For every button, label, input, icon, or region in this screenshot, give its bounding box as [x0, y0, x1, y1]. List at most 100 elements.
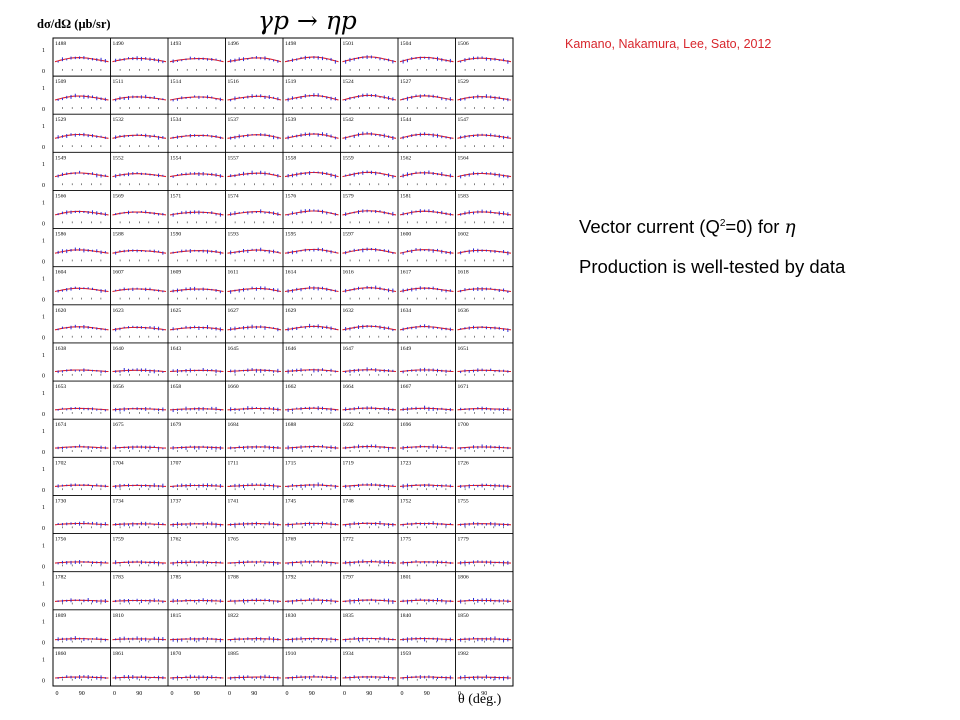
model-curve — [342, 369, 397, 373]
model-curve — [112, 134, 167, 139]
panel-energy-label: 1511 — [113, 79, 124, 85]
model-curve — [399, 172, 454, 178]
model-curve — [227, 523, 282, 526]
model-curve — [284, 369, 339, 373]
model-curve — [54, 369, 109, 373]
x-tick-label: 0 — [171, 691, 174, 697]
y-tick-label: 1 — [42, 543, 45, 549]
panel-energy-label: 1537 — [228, 117, 239, 123]
model-curve — [457, 172, 512, 178]
panel-energy-label: 1675 — [113, 422, 124, 428]
model-curve — [342, 676, 397, 679]
x-axis-title: θ (deg.) — [458, 692, 502, 707]
panel-energy-label: 1741 — [228, 498, 239, 504]
model-curve — [342, 210, 397, 216]
y-tick-label: 0 — [42, 145, 45, 151]
panel-energy-label: 1493 — [170, 41, 181, 47]
model-curve — [54, 249, 109, 254]
panel-energy-label: 1614 — [285, 270, 296, 276]
x-tick-label: 90 — [366, 691, 372, 697]
y-tick-label: 1 — [42, 86, 45, 92]
model-curve — [457, 446, 512, 449]
x-tick-label: 0 — [228, 691, 231, 697]
panel-energy-label: 1711 — [228, 460, 239, 466]
panel-energy-label: 1769 — [285, 537, 296, 543]
panel-energy-label: 1640 — [113, 346, 124, 352]
model-curve — [54, 599, 109, 602]
x-tick-label: 90 — [424, 691, 430, 697]
panel-energy-label: 1785 — [170, 575, 181, 581]
panel-energy-label: 1658 — [170, 384, 181, 390]
panel-energy-label: 1797 — [343, 575, 354, 581]
panel-energy-label: 1549 — [55, 155, 66, 161]
panel-energy-label: 1704 — [113, 460, 124, 466]
model-curve — [169, 288, 224, 293]
y-tick-label: 0 — [42, 107, 45, 113]
panel-energy-label: 1662 — [285, 384, 296, 390]
model-curve — [284, 599, 339, 602]
model-curve — [284, 637, 339, 641]
panel-energy-label: 1625 — [170, 308, 181, 314]
panel-energy-label: 1715 — [285, 460, 296, 466]
model-curve — [399, 133, 454, 139]
panel-energy-label: 1623 — [113, 308, 124, 314]
y-tick-label: 0 — [42, 259, 45, 265]
model-curve — [112, 326, 167, 331]
panel-energy-label: 1801 — [400, 575, 411, 581]
model-curve — [399, 522, 454, 526]
model-curve — [54, 676, 109, 679]
x-tick-label: 90 — [194, 691, 200, 697]
y-tick-label: 0 — [42, 564, 45, 570]
model-curve — [284, 561, 339, 564]
model-curve — [112, 484, 167, 487]
model-curve — [169, 326, 224, 331]
x-tick-label: 0 — [343, 691, 346, 697]
model-curve — [342, 445, 397, 449]
model-curve — [227, 599, 282, 602]
panel-energy-label: 1632 — [343, 308, 354, 314]
note1-superscript: 2 — [719, 218, 726, 229]
y-tick-label: 0 — [42, 412, 45, 418]
y-tick-label: 1 — [42, 48, 45, 54]
y-tick-label: 1 — [42, 124, 45, 130]
model-curve — [457, 249, 512, 254]
model-curve — [342, 287, 397, 293]
panel-energy-label: 1609 — [170, 270, 181, 276]
panel-energy-label: 1702 — [55, 460, 66, 466]
model-curve — [399, 369, 454, 373]
panel-energy-label: 1861 — [113, 651, 124, 657]
model-curve — [169, 134, 224, 139]
model-curve — [457, 676, 512, 679]
model-curve — [169, 638, 224, 641]
model-curve — [399, 599, 454, 602]
panel-energy-label: 1595 — [285, 232, 296, 238]
panel-energy-label: 1651 — [458, 346, 469, 352]
model-curve — [169, 96, 224, 101]
panel-energy-label: 1562 — [400, 155, 411, 161]
model-curve — [227, 211, 282, 216]
panel-energy-label: 1634 — [400, 308, 411, 314]
panel-energy-label: 1667 — [400, 384, 411, 390]
panel-energy-label: 1586 — [55, 232, 66, 238]
model-curve — [227, 369, 282, 373]
panel-energy-label: 1542 — [343, 117, 354, 123]
panel-energy-label: 1645 — [228, 346, 239, 352]
y-tick-label: 1 — [42, 315, 45, 321]
model-curve — [112, 638, 167, 641]
model-curve — [169, 446, 224, 449]
panel-energy-label: 1734 — [113, 498, 124, 504]
panel-energy-label: 1611 — [228, 270, 239, 276]
panel-energy-label: 1671 — [458, 384, 469, 390]
panel-energy-label: 1782 — [55, 575, 66, 581]
panel-energy-label: 1607 — [113, 270, 124, 276]
panel-energy-label: 1544 — [400, 117, 411, 123]
panel-energy-label: 1569 — [113, 193, 124, 199]
panel-energy-label: 1684 — [228, 422, 239, 428]
model-curve — [227, 561, 282, 564]
model-curve — [112, 249, 167, 254]
model-curve — [342, 522, 397, 526]
x-tick-label: 0 — [286, 691, 289, 697]
panel-energy-label: 1934 — [343, 651, 354, 657]
y-tick-label: 1 — [42, 277, 45, 283]
panel-energy-label: 1730 — [55, 498, 66, 504]
